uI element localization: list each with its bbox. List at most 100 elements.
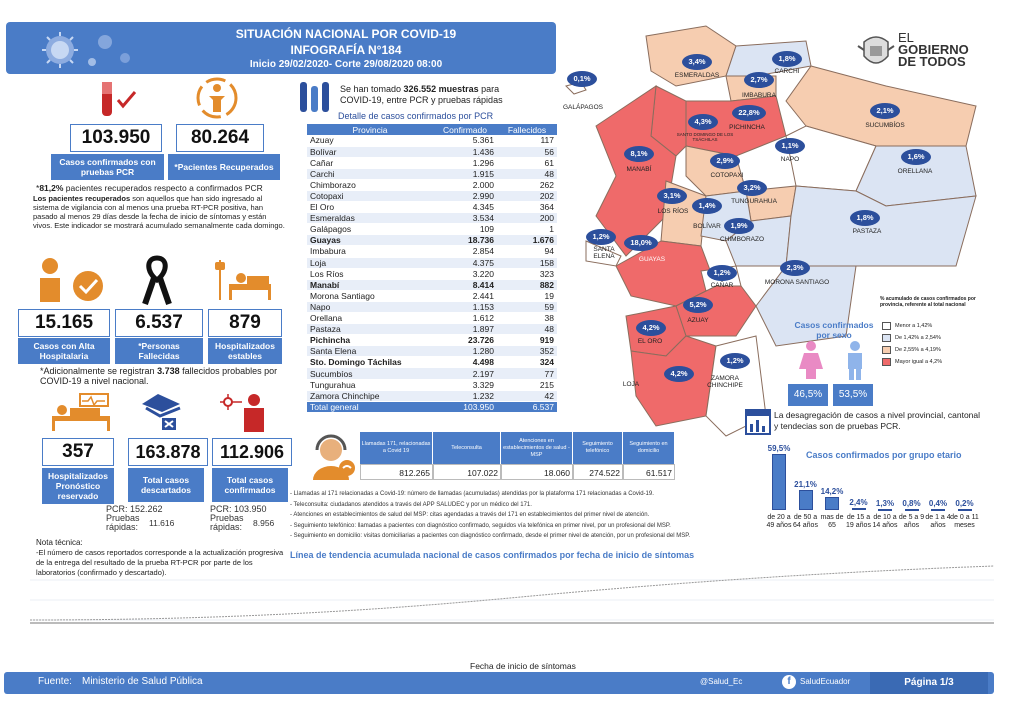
map-legend: Menor a 1,42% De 1,42% a 2,54% De 2,55% …	[882, 320, 942, 368]
cell-deaths: 19	[497, 290, 557, 302]
cell-province: Carchi	[307, 168, 433, 180]
recovered-definition-bold: Los pacientes recuperados	[33, 194, 131, 203]
pcr-cases-label: Casos confirmados con pruebas PCR	[51, 154, 164, 180]
recovered-definition: Los pacientes recuperados son aquellos q…	[33, 194, 285, 230]
reserved-hospitalized-value: 357	[42, 438, 114, 466]
footer-twitter[interactable]: @Salud_Ec	[700, 677, 743, 686]
recovered-definition-text: son aquellos que han sido ingresado al s…	[33, 194, 285, 230]
cell-deaths: 1.676	[497, 234, 557, 247]
government-logo: EL GOBIERNO DE TODOS	[898, 30, 969, 68]
total-confirmed-value: 112.906	[212, 438, 292, 466]
cell-confirmed: 23.726	[433, 334, 497, 347]
cell-province: Pichincha	[307, 334, 433, 347]
table-row: Guayas 18.736 1.676	[307, 234, 557, 247]
table-row: Santa Elena 1.280 352	[307, 345, 557, 358]
cell-province: Morona Santiago	[307, 290, 433, 302]
age-category-label: de 5 a 9 años	[898, 514, 925, 529]
samples-word: muestras	[436, 84, 479, 94]
cell-deaths: 352	[497, 345, 557, 358]
deaths-label: *Personas Fallecidas	[115, 338, 203, 364]
title-line-2: INFOGRAFÍA N°184	[290, 43, 402, 57]
map-legend-title: % acumulado de casos confirmados por pro…	[880, 296, 976, 308]
probable-deaths-prefix: *Adicionalmente se registran	[40, 366, 158, 376]
province-table: Provincia Confirmado Fallecidos Azuay 5.3…	[307, 124, 557, 413]
tech-note-title: Nota técnica:	[36, 538, 83, 547]
footer-page: Página 1/3	[870, 672, 988, 694]
calls-header-phone: Seguimiento telefónico	[573, 432, 623, 464]
calls-value-phone: 274.522	[573, 464, 623, 480]
call-note: - Atenciones en establecimientos de salu…	[290, 512, 650, 518]
cell-deaths: 919	[497, 334, 557, 347]
female-icon	[799, 341, 823, 379]
facebook-icon[interactable]: f	[782, 675, 796, 689]
cell-confirmed: 109	[433, 223, 497, 236]
total-deaths: 6.537	[497, 401, 557, 413]
cell-province: Zamora Chinchipe	[307, 390, 433, 402]
age-category-label: de 10 a 14 años	[872, 514, 898, 529]
test-tube-icon	[102, 82, 137, 116]
trend-chart	[30, 565, 994, 624]
legend-label: Menor a 1,42%	[895, 323, 933, 329]
call-note: - Llamadas al 171 relacionadas a Covid-1…	[290, 491, 654, 497]
calls-value-msp: 18.060	[501, 464, 573, 480]
recovered-percent-text: pacientes recuperados respecto a confirm…	[63, 183, 263, 193]
cell-province: Bolívar	[307, 146, 433, 158]
table-row: Sto. Domingo Táchilas 4.498 324	[307, 356, 557, 369]
discarded-breakdown: PCR: 152.262 Pruebas rápidas: 11.616	[106, 504, 206, 532]
cell-confirmed: 1.897	[433, 323, 497, 336]
recovered-percent: 81,2%	[39, 183, 64, 193]
age-bar	[957, 509, 972, 511]
cell-deaths: 48	[497, 168, 557, 180]
age-category-label: de 15 a 19 años	[846, 514, 871, 529]
table-row: El Oro 4.345 364	[307, 201, 557, 214]
cell-deaths: 215	[497, 379, 557, 391]
probable-deaths-note: *Adicionalmente se registran 3.738 falle…	[40, 366, 290, 386]
call-note: - Teleconsulta: ciudadanos atendidos a t…	[290, 501, 532, 508]
cell-province: Sto. Domingo Táchilas	[307, 356, 433, 369]
cell-deaths: 61	[497, 157, 557, 169]
legend-item: De 1,42% a 2,54%	[882, 332, 942, 344]
stable-hospitalized-value: 879	[208, 309, 282, 337]
stable-hospitalized-label: Hospitalizados estables	[208, 338, 282, 364]
calls-table: Llamadas 171, relacionadas a Covid 19 Te…	[360, 432, 680, 484]
title-line-1: SITUACIÓN NACIONAL POR COVID-19	[235, 27, 457, 41]
age-bar	[904, 509, 919, 511]
cell-province: Imbabura	[307, 245, 433, 258]
cell-province: Los Ríos	[307, 268, 433, 280]
table-row: Carchi 1.915 48	[307, 168, 557, 180]
discarded-pcr-value: 152.262	[130, 504, 163, 514]
footer: Fuente: Ministerio de Salud Pública @Sal…	[4, 672, 994, 694]
subtitle: Inicio 29/02/2020- Corte 29/08/2020 08:0…	[249, 59, 443, 70]
cell-province: Tungurahua	[307, 379, 433, 391]
footer-facebook[interactable]: SaludEcuador	[800, 677, 851, 686]
mourning-ribbon-icon	[142, 255, 172, 305]
legend-label: Mayor igual a 4,2%	[895, 359, 943, 365]
confirmed-pcr-value: 103.950	[234, 504, 267, 514]
calls-header-msp: Atenciones en establecimientos de salud …	[501, 432, 573, 464]
logo-line-1: EL	[898, 30, 914, 45]
cell-province: Cotopaxi	[307, 190, 433, 203]
probable-deaths-count: 3.738	[157, 366, 180, 376]
table-row: Chimborazo 2.000 262	[307, 179, 557, 191]
cell-deaths: 200	[497, 212, 557, 225]
recovered-label: *Pacientes Recuperados	[168, 154, 280, 180]
col-province: Provincia	[307, 124, 433, 135]
age-bar-label: 2,4%	[849, 497, 868, 507]
table-row: Pichincha 23.726 919	[307, 334, 557, 347]
call-note: - Seguimiento telefónico: llamadas a pac…	[290, 522, 671, 529]
age-bar-label: 59,5%	[767, 444, 791, 453]
legend-item: Menor a 1,42%	[882, 320, 942, 332]
discarded-pcr-label: PCR:	[106, 504, 128, 514]
tech-note-text: -El número de casos reportados correspon…	[36, 548, 284, 577]
discarded-rapid-value: 11.616	[149, 518, 175, 528]
footer-source-label: Fuente:	[38, 676, 72, 687]
cell-province: Pastaza	[307, 323, 433, 336]
age-bar	[878, 508, 892, 511]
cell-deaths: 59	[497, 301, 557, 314]
samples-suffix: para COVID-19, entre PCR y pruebas rápid…	[340, 84, 503, 105]
calls-header-teleconsult: Teleconsulta	[433, 432, 501, 464]
table-row: Orellana 1.612 38	[307, 312, 557, 325]
legend-swatch	[882, 322, 891, 330]
total-confirmed-label: Total casos confirmados	[212, 468, 288, 502]
